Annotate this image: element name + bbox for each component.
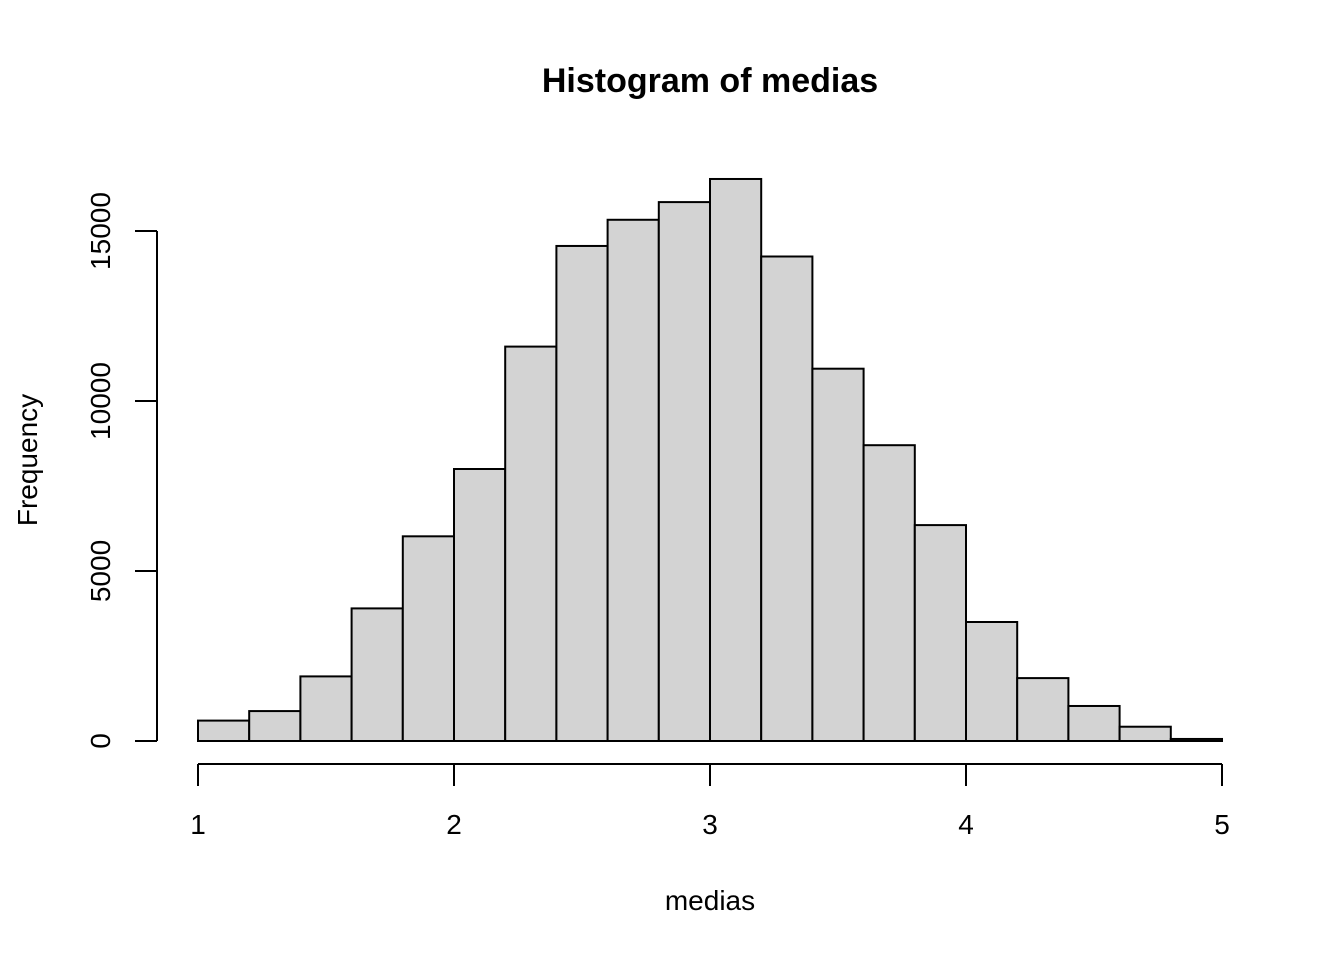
y-tick-label-1: 0 — [85, 733, 116, 749]
histogram-bar-1 — [197, 719, 251, 742]
histogram-bar-19 — [1118, 725, 1172, 742]
histogram-bar-14 — [862, 444, 916, 742]
histogram-bar-6 — [453, 468, 507, 742]
histogram-bar-4 — [350, 607, 404, 743]
x-axis: 1 2 3 4 5 — [190, 763, 1230, 840]
y-axis: 0 5000 10000 15000 — [85, 192, 158, 749]
histogram-bar-18 — [1067, 704, 1121, 742]
histogram-bar-15 — [913, 524, 967, 742]
x-axis-label: medias — [665, 885, 755, 916]
x-tick-label-2: 2 — [446, 809, 462, 840]
histogram-bar-20 — [1169, 737, 1224, 743]
histogram-bar-17 — [1016, 677, 1070, 742]
y-tick-label-3: 10000 — [85, 362, 116, 440]
x-tick-label-4: 4 — [958, 809, 974, 840]
histogram-bar-7 — [504, 345, 558, 742]
y-tick-label-2: 5000 — [85, 540, 116, 602]
y-tick-label-4: 15000 — [85, 192, 116, 270]
x-tick-label-1: 1 — [190, 809, 206, 840]
histogram-bar-2 — [248, 710, 302, 743]
chart-title: Histogram of medias — [542, 62, 878, 100]
histogram-bar-13 — [811, 367, 865, 742]
bars-layer — [197, 177, 1224, 743]
histogram-bar-12 — [760, 255, 814, 742]
y-axis-label: Frequency — [12, 394, 43, 526]
histogram-bar-16 — [965, 621, 1019, 742]
histogram-bar-10 — [657, 201, 711, 743]
histogram-bar-8 — [555, 244, 609, 743]
x-tick-label-3: 3 — [702, 809, 718, 840]
histogram-bar-3 — [299, 675, 353, 743]
histogram-bar-5 — [401, 535, 455, 742]
x-tick-label-5: 5 — [1214, 809, 1230, 840]
histogram-bar-11 — [709, 177, 763, 743]
histogram-bar-9 — [606, 218, 660, 742]
